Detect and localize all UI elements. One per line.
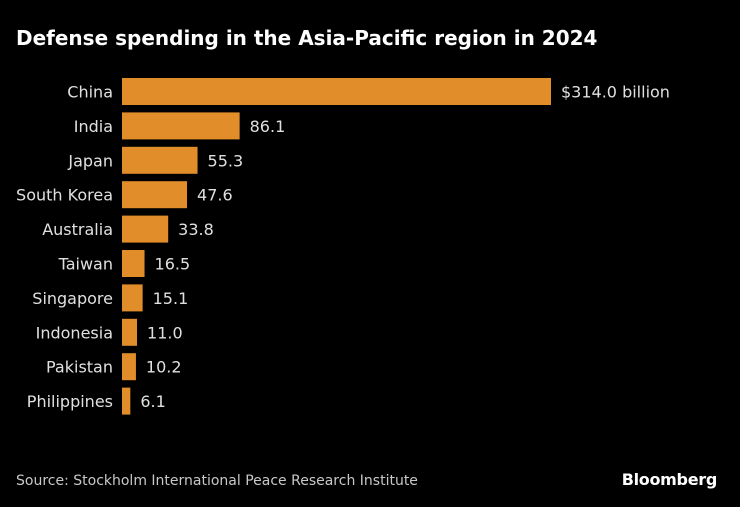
category-label: Taiwan: [58, 255, 113, 274]
bar-philippines: [122, 387, 131, 415]
bar-south-korea: [122, 181, 188, 209]
source-note: Source: Stockholm International Peace Re…: [16, 473, 418, 489]
category-label: India: [74, 117, 113, 136]
category-label: Indonesia: [36, 323, 113, 342]
category-label: China: [67, 83, 113, 102]
category-label: Singapore: [32, 289, 113, 308]
bar-singapore: [122, 284, 143, 312]
data-label: 55.3: [208, 151, 244, 170]
data-label: 47.6: [197, 186, 233, 205]
data-label: 33.8: [178, 220, 214, 239]
bar-japan: [122, 146, 198, 174]
data-label: 16.5: [155, 255, 191, 274]
data-label: 86.1: [250, 117, 286, 136]
bar-pakistan: [122, 353, 136, 381]
data-label: 6.1: [140, 392, 165, 411]
chart-title: Defense spending in the Asia-Pacific reg…: [16, 26, 598, 50]
bar-australia: [122, 215, 169, 243]
category-label: Pakistan: [46, 358, 113, 377]
bar-taiwan: [122, 250, 145, 277]
bloomberg-logo: Bloomberg: [621, 470, 718, 489]
data-label: 10.2: [146, 358, 182, 377]
data-label: 11.0: [147, 323, 183, 342]
category-label: Australia: [42, 220, 113, 239]
category-label: Philippines: [27, 392, 113, 411]
category-label: South Korea: [16, 186, 113, 205]
data-label: 15.1: [153, 289, 189, 308]
bar-india: [122, 112, 240, 140]
category-label: Japan: [67, 151, 113, 170]
bar-china: [122, 78, 551, 105]
bar-indonesia: [122, 318, 138, 346]
data-label: $314.0 billion: [561, 83, 670, 102]
